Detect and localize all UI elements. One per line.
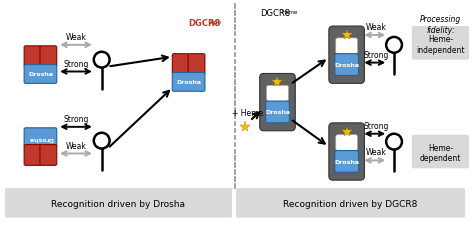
Text: Weak: Weak: [366, 148, 387, 157]
FancyBboxPatch shape: [265, 102, 289, 123]
FancyBboxPatch shape: [188, 54, 205, 75]
FancyBboxPatch shape: [267, 86, 288, 102]
FancyBboxPatch shape: [24, 145, 41, 166]
Text: Heme-
dependent: Heme- dependent: [420, 143, 461, 162]
FancyBboxPatch shape: [24, 128, 57, 147]
Text: Processing
fidelity:: Processing fidelity:: [420, 15, 461, 34]
Text: Strong: Strong: [364, 50, 389, 59]
FancyBboxPatch shape: [336, 39, 357, 54]
Text: Weak: Weak: [366, 23, 387, 32]
FancyBboxPatch shape: [173, 73, 205, 92]
Text: Drosha: Drosha: [28, 72, 53, 77]
Text: Strong: Strong: [364, 121, 389, 130]
FancyBboxPatch shape: [412, 27, 469, 60]
Text: Strong: Strong: [64, 59, 89, 68]
FancyBboxPatch shape: [173, 54, 189, 75]
Text: DGCR8: DGCR8: [189, 19, 221, 28]
FancyBboxPatch shape: [40, 145, 57, 166]
Text: Drosha: Drosha: [28, 135, 53, 140]
FancyBboxPatch shape: [412, 135, 469, 169]
FancyBboxPatch shape: [236, 188, 465, 218]
Text: + Heme: + Heme: [232, 108, 264, 117]
FancyBboxPatch shape: [329, 27, 365, 84]
Text: Drosha: Drosha: [176, 80, 201, 85]
FancyBboxPatch shape: [336, 135, 357, 151]
Text: Recognition driven by DGCR8: Recognition driven by DGCR8: [283, 200, 418, 208]
Text: Apo: Apo: [210, 20, 222, 25]
FancyBboxPatch shape: [24, 47, 41, 67]
Text: Heme: Heme: [282, 10, 298, 15]
Text: Heme-
independent: Heme- independent: [416, 35, 465, 54]
Text: Recognition driven by Drosha: Recognition driven by Drosha: [52, 200, 185, 208]
FancyBboxPatch shape: [335, 151, 358, 173]
Text: Weak: Weak: [65, 33, 86, 42]
Text: Drosha: Drosha: [334, 159, 359, 164]
FancyBboxPatch shape: [329, 123, 365, 180]
Text: Weak: Weak: [65, 141, 86, 150]
FancyBboxPatch shape: [5, 188, 232, 218]
Text: Drosha: Drosha: [334, 63, 359, 68]
Text: Strong: Strong: [64, 114, 89, 123]
FancyBboxPatch shape: [40, 47, 57, 67]
FancyBboxPatch shape: [24, 65, 57, 84]
FancyBboxPatch shape: [335, 54, 358, 76]
Text: DGCR8: DGCR8: [260, 9, 290, 18]
FancyBboxPatch shape: [260, 74, 295, 131]
Text: Drosha: Drosha: [265, 110, 290, 115]
